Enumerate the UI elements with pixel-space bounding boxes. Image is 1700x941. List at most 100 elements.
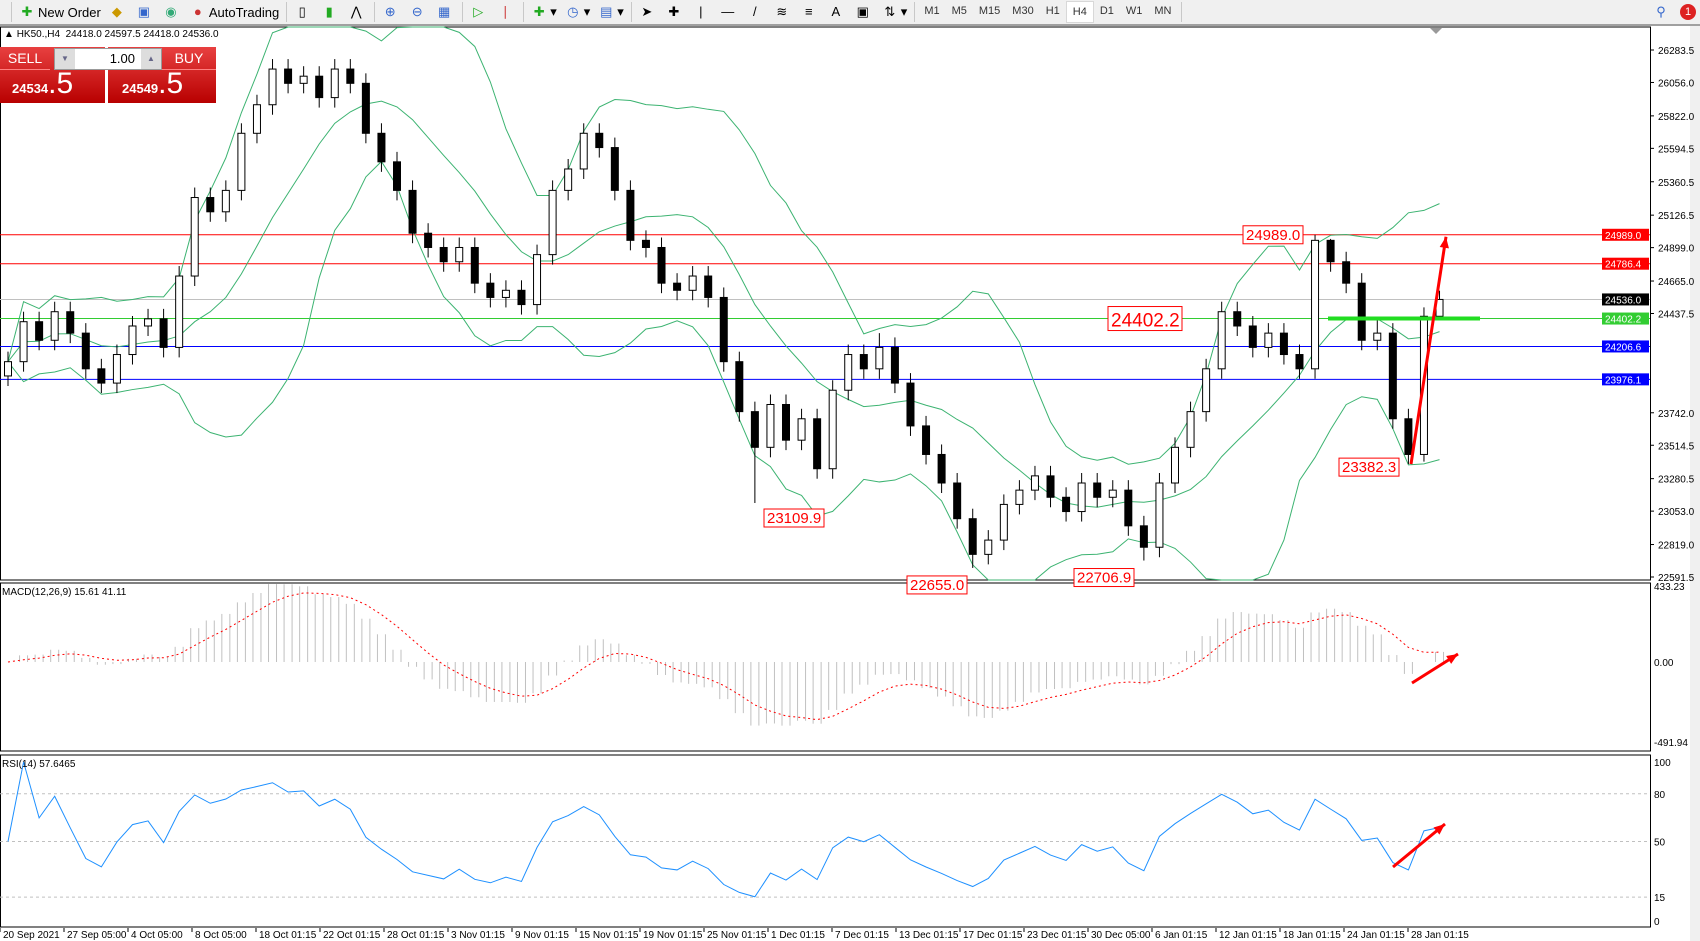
timeframe-mn[interactable]: MN xyxy=(1154,5,1172,17)
price-tick-label: 23742.0 xyxy=(1658,409,1695,420)
toolbar-divider xyxy=(914,2,916,22)
crosshair-icon: ✚ xyxy=(668,4,680,19)
time-tick-label: 25 Nov 01:15 xyxy=(707,930,767,941)
level-price-label: 24786.4 xyxy=(1605,260,1642,271)
rsi-axis-label: 0 xyxy=(1654,917,1660,928)
candle xyxy=(984,530,993,565)
candle-body xyxy=(548,189,557,256)
crosshair-button[interactable]: ✚ xyxy=(662,1,689,23)
timeframe-d1[interactable]: D1 xyxy=(1099,5,1114,17)
buy-panel[interactable]: BUY 24549.5 xyxy=(108,47,216,103)
indicators-button[interactable]: ✚ ▾ xyxy=(527,1,561,23)
search-button[interactable]: ⚲ xyxy=(1649,1,1676,23)
channel-button[interactable]: ≋ xyxy=(770,1,797,23)
market-watch-button[interactable]: ◆ xyxy=(105,1,132,23)
auto-trading-icon: ● xyxy=(193,4,202,19)
arrows-button[interactable]: ⇅ ▾ xyxy=(878,1,912,23)
time-tick-label: 7 Dec 01:15 xyxy=(835,930,889,941)
candle xyxy=(548,180,557,265)
timeframe-m30[interactable]: M30 xyxy=(1012,5,1034,17)
text-button[interactable]: A xyxy=(824,1,851,23)
text-label-button[interactable]: ▣ xyxy=(851,1,878,23)
candle xyxy=(1186,401,1195,458)
trendline-button[interactable]: / xyxy=(743,1,770,23)
candle-body xyxy=(424,232,433,248)
chart-canvas[interactable]: 26283.5 26056.0 25822.0 25594.5 25360.5 25126… xyxy=(0,26,1700,941)
candle xyxy=(144,308,153,336)
chart-shift-button[interactable]: ∣ xyxy=(493,1,520,23)
timeframe-w1[interactable]: W1 xyxy=(1125,5,1143,17)
line-chart-icon: ⋀ xyxy=(350,4,362,19)
price-tick-label: 22591.5 xyxy=(1658,573,1695,584)
candle xyxy=(206,187,215,222)
candle xyxy=(735,351,744,422)
new-order-button[interactable]: ✚ New Order xyxy=(15,1,105,23)
lot-size-input[interactable]: ▼ 1.00 ▲ xyxy=(54,48,162,70)
tile-windows-button[interactable]: ▦ xyxy=(432,1,459,23)
time-tick-label: 15 Nov 01:15 xyxy=(579,930,639,941)
time-tick-label: 22 Oct 01:15 xyxy=(323,930,381,941)
sell-button[interactable]: SELL xyxy=(0,47,50,70)
candlestick-button[interactable]: ▮ xyxy=(317,1,344,23)
candle-body xyxy=(750,411,759,448)
candle xyxy=(828,380,837,479)
periods-button[interactable]: ◷ ▾ xyxy=(561,1,595,23)
candle-body xyxy=(1326,239,1335,263)
zoom-in-button[interactable]: ⊕ xyxy=(378,1,405,23)
candle-body xyxy=(1233,311,1242,327)
templates-button[interactable]: ▤ ▾ xyxy=(600,4,624,19)
notifications-button[interactable]: 1 xyxy=(1676,1,1700,23)
terminal-icon: ▣ xyxy=(137,4,150,19)
candle-body xyxy=(35,321,44,341)
candle xyxy=(66,301,75,344)
time-tick-label: 20 Sep 2021 xyxy=(3,930,60,941)
vertical-line-icon: | xyxy=(699,4,703,19)
forecast-arrow xyxy=(1409,236,1448,465)
auto-trading-button[interactable]: ● AutoTrading xyxy=(186,1,283,23)
candle-body xyxy=(1015,489,1024,505)
candle xyxy=(1155,473,1164,558)
candle xyxy=(237,123,246,201)
line-chart-button[interactable]: ⋀ xyxy=(344,1,371,23)
level-price-badge xyxy=(1602,340,1649,353)
candle xyxy=(486,273,495,308)
candle xyxy=(361,73,370,144)
signals-button[interactable]: ◉ xyxy=(159,1,186,23)
macd-label: MACD(12,26,9) 15.61 41.11 xyxy=(2,587,127,598)
timeframe-m1[interactable]: M1 xyxy=(924,5,940,17)
lot-increase-button[interactable]: ▲ xyxy=(141,49,161,69)
fibonacci-button[interactable]: ≡ xyxy=(797,1,824,23)
buy-button[interactable]: BUY xyxy=(162,47,216,70)
candle-body xyxy=(673,282,682,291)
chart-header: ▲ HK50.,H4 24418.0 24597.5 24418.0 24536… xyxy=(4,29,219,40)
timeframe-m5[interactable]: M5 xyxy=(951,5,967,17)
candle-body xyxy=(439,246,448,263)
candle xyxy=(1171,437,1179,493)
right-edge xyxy=(1690,26,1700,941)
lot-decrease-button[interactable]: ▼ xyxy=(55,49,75,69)
chart-shift-marker xyxy=(1430,28,1442,34)
strategy-tester-button[interactable]: ▣ xyxy=(132,1,159,23)
time-tick-label: 1 Dec 01:15 xyxy=(771,930,825,941)
horizontal-line-button[interactable]: — xyxy=(716,1,743,23)
candle-body xyxy=(1171,446,1179,484)
timeframe-h4[interactable]: H4 xyxy=(1065,1,1094,23)
candle-body xyxy=(1139,525,1148,548)
horizontal-line-icon: — xyxy=(721,4,735,19)
timeframe-h1[interactable]: H1 xyxy=(1045,5,1060,17)
cursor-button[interactable]: ➤ xyxy=(635,1,662,23)
time-tick-label: 3 Nov 01:15 xyxy=(451,930,505,941)
search-partial-icon[interactable] xyxy=(0,1,8,23)
candle-body xyxy=(719,296,728,363)
candle xyxy=(1233,301,1242,336)
bar-chart-button[interactable]: ▯ xyxy=(290,1,317,23)
candle xyxy=(284,59,293,94)
candle xyxy=(579,123,588,179)
candle xyxy=(1357,273,1366,351)
vertical-line-button[interactable]: | xyxy=(689,1,716,23)
timeframe-m15[interactable]: M15 xyxy=(978,5,1001,17)
candle xyxy=(688,266,697,301)
macd-axis-label: -491.94 xyxy=(1654,738,1688,749)
auto-scroll-button[interactable]: ▷ xyxy=(466,1,493,23)
zoom-out-button[interactable]: ⊖ xyxy=(405,1,432,23)
